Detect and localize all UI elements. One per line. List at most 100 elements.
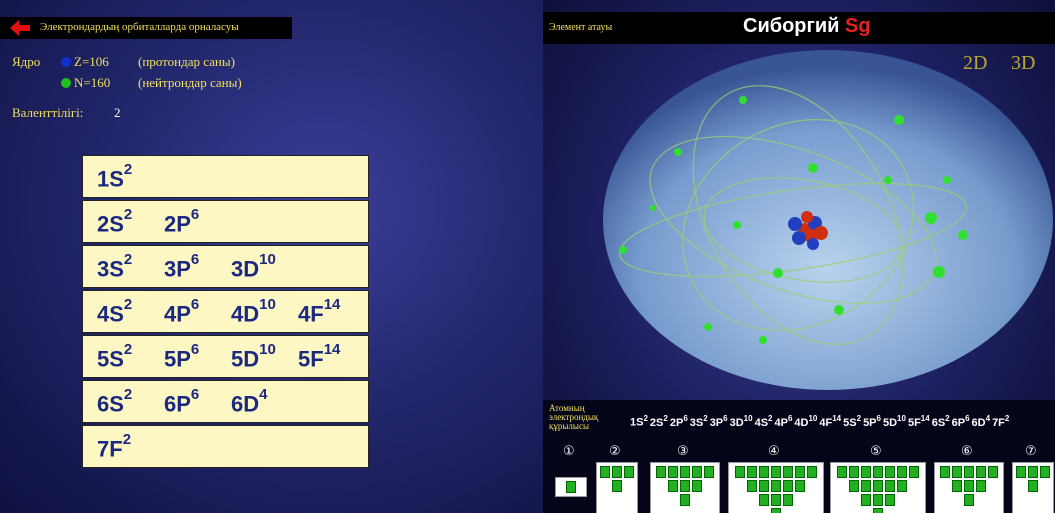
orbital-cell <box>940 466 950 478</box>
config-electrons: 6 <box>965 414 969 423</box>
orbital-cell <box>759 466 769 478</box>
orbital-electrons: 6 <box>191 206 199 223</box>
shell-box <box>1012 462 1054 513</box>
neutrons: N=160 <box>74 75 110 91</box>
orbital-label: 5D <box>231 346 259 371</box>
config-electrons: 6 <box>683 414 687 423</box>
orbital-electrons: 4 <box>259 386 267 403</box>
orbital: 6P6 <box>164 390 199 417</box>
right-panel: Элемент атауы Сиборгий Sg 2D 3D Атомның … <box>543 0 1055 513</box>
orbital: 3D10 <box>231 255 276 282</box>
config-label: 7F <box>992 417 1005 429</box>
orbital-cell <box>861 480 871 492</box>
config-electrons: 2 <box>703 414 707 423</box>
orbital-label: 2P <box>164 211 191 236</box>
element-name: Сиборгий <box>743 15 839 38</box>
orbital-cell <box>612 466 622 478</box>
orbital-cell <box>909 466 919 478</box>
orbital-cell <box>837 466 847 478</box>
orbital-label: 3S <box>97 256 124 281</box>
orbital: 2P6 <box>164 210 199 237</box>
orbital-label: 5S <box>97 346 124 371</box>
orbital-row: 2S2 2P6 <box>82 200 369 243</box>
orbital-electrons: 10 <box>259 296 276 313</box>
config-electrons: 2 <box>1005 414 1009 423</box>
orbital-label: 5F <box>298 346 324 371</box>
config-label: 2P <box>670 417 683 429</box>
orbital-cell <box>873 508 883 513</box>
orbital-cell <box>952 480 962 492</box>
orbital-label: 6S <box>97 391 124 416</box>
config-electrons: 2 <box>768 414 772 423</box>
orbital-cell <box>873 480 883 492</box>
config-electrons: 2 <box>945 414 949 423</box>
orbital-electrons: 2 <box>123 431 131 448</box>
orbital-electrons: 10 <box>259 341 276 358</box>
orbital-cell <box>668 480 678 492</box>
orbital-electrons: 6 <box>191 386 199 403</box>
orbital-cell <box>783 466 793 478</box>
orbital-electrons: 6 <box>191 296 199 313</box>
orbital: 5P6 <box>164 345 199 372</box>
orbital-cell <box>885 494 895 506</box>
neutron-icon <box>60 77 72 89</box>
orbital-label: 6D <box>231 391 259 416</box>
orbital-cell <box>759 494 769 506</box>
orbital-label: 4F <box>298 301 324 326</box>
atom-model <box>543 40 1055 400</box>
orbital-cell <box>988 466 998 478</box>
orbital-electrons: 10 <box>259 251 276 268</box>
orbital-cell <box>849 480 859 492</box>
electron-config: 1S22S22P63S23P63D104S24P64D104F145S25P65… <box>630 414 1009 429</box>
orbital-cell <box>885 466 895 478</box>
orbital-cell <box>1028 466 1038 478</box>
orbital-cell <box>861 466 871 478</box>
orbital-electrons: 2 <box>124 251 132 268</box>
config-electrons: 10 <box>744 414 753 423</box>
element-caption: Элемент атауы <box>549 22 612 33</box>
config-electrons: 2 <box>663 414 667 423</box>
config-label: 6S <box>932 417 945 429</box>
shell-box <box>650 462 720 513</box>
structure-label: Атомның электрондық құрылысы <box>549 404 633 431</box>
orbital-row: 7F2 <box>82 425 369 468</box>
orbital-cell <box>680 466 690 478</box>
orbital-row: 3S2 3P6 3D10 <box>82 245 369 288</box>
shell-number: ① <box>563 444 575 459</box>
orbital-cell <box>704 466 714 478</box>
orbital: 4F14 <box>298 300 340 327</box>
orbital-cell <box>771 466 781 478</box>
orbital: 5D10 <box>231 345 276 372</box>
orbital-cell <box>964 480 974 492</box>
app-window: Электрондардың орбиталларда орналасуы Яд… <box>0 0 1055 513</box>
orbital: 4P6 <box>164 300 199 327</box>
orbital: 6S2 <box>97 390 132 417</box>
config-label: 5P <box>863 417 876 429</box>
orbital-electrons: 6 <box>191 251 199 268</box>
orbital-cell <box>952 466 962 478</box>
config-electrons: 2 <box>643 414 647 423</box>
orbital-cell <box>771 480 781 492</box>
config-label: 5F <box>908 417 921 429</box>
orbital-cell <box>692 480 702 492</box>
orbital: 3P6 <box>164 255 199 282</box>
shell-box <box>555 477 587 497</box>
orbital: 5F14 <box>298 345 340 372</box>
back-arrow[interactable] <box>8 17 32 39</box>
shell-number: ④ <box>768 444 780 459</box>
orbital: 7F2 <box>97 435 131 462</box>
orbital-label: 3P <box>164 256 191 281</box>
config-label: 5D <box>883 417 897 429</box>
orbital-label: 2S <box>97 211 124 236</box>
shell-box <box>830 462 926 513</box>
orbital-electrons: 14 <box>324 296 341 313</box>
orbital-label: 4S <box>97 301 124 326</box>
shell-number: ② <box>609 444 621 459</box>
protons: Z=106 <box>74 54 109 70</box>
config-electrons: 6 <box>877 414 881 423</box>
neutrons-note: (нейтрондар саны) <box>138 75 242 91</box>
left-panel: Электрондардың орбиталларда орналасуы Яд… <box>0 0 543 513</box>
orbital: 2S2 <box>97 210 132 237</box>
